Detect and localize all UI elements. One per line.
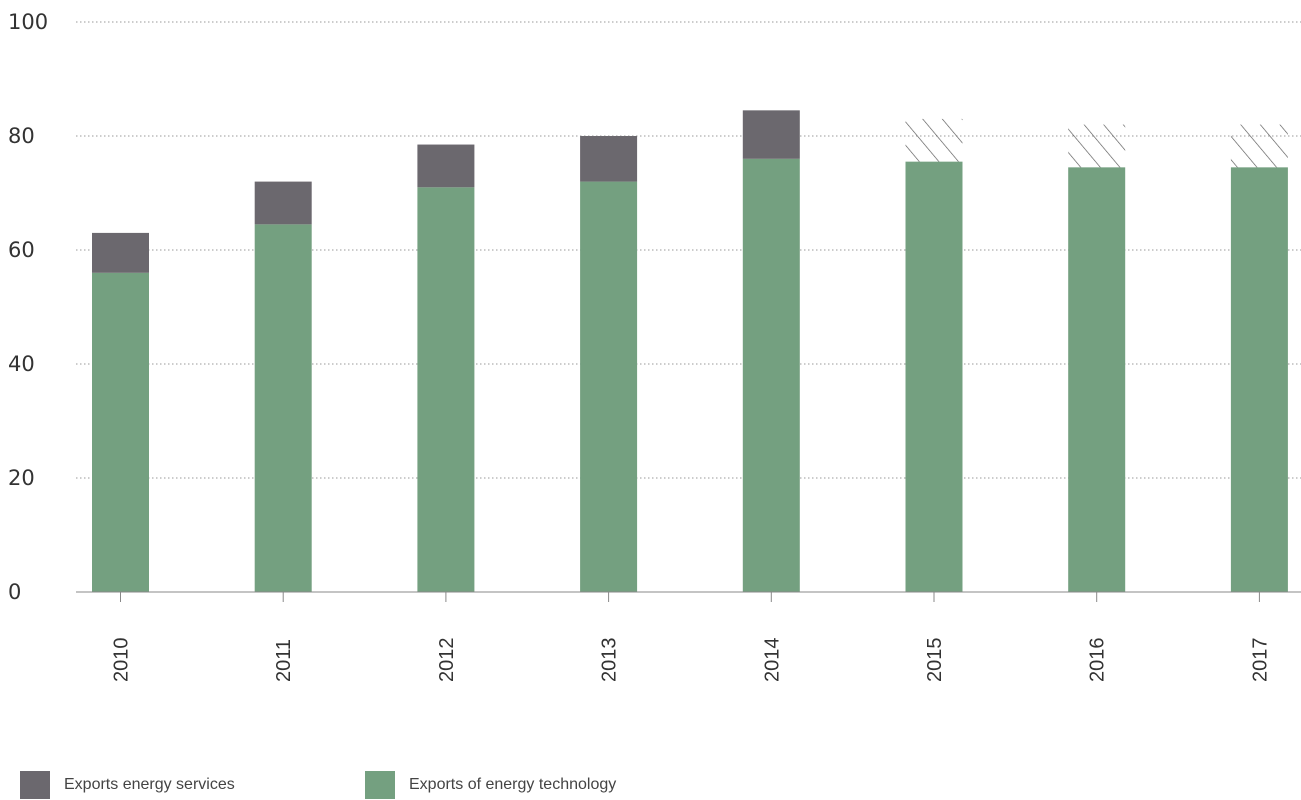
y-tick-label: 40 bbox=[8, 352, 35, 376]
bar-services-2014 bbox=[742, 110, 800, 159]
bar-services-2012 bbox=[417, 144, 475, 188]
legend-swatch-technology bbox=[365, 771, 395, 799]
x-tick-label-2011: 2011 bbox=[273, 639, 295, 682]
y-axis: 0 20 40 60 80 100 bbox=[8, 10, 48, 604]
bars bbox=[92, 110, 1288, 593]
bar-services-estimate-2016 bbox=[1068, 124, 1126, 168]
bar-technology-2013 bbox=[580, 181, 638, 592]
y-tick-label: 60 bbox=[8, 238, 35, 262]
bar-technology-2011 bbox=[254, 224, 312, 592]
x-tick-label-2010: 2010 bbox=[111, 638, 133, 683]
x-tick-label-2014: 2014 bbox=[761, 638, 783, 683]
bar-services-estimate-2017 bbox=[1230, 124, 1288, 168]
bar-technology-2014 bbox=[742, 158, 800, 593]
x-tick-label-2016: 2016 bbox=[1087, 638, 1109, 683]
legend-label-technology: Exports of energy technology bbox=[409, 776, 617, 793]
bar-technology-2015 bbox=[905, 161, 963, 592]
legend-item-technology: Exports of energy technology bbox=[365, 771, 617, 799]
bar-technology-2012 bbox=[417, 187, 475, 593]
y-tick-label: 0 bbox=[8, 580, 21, 604]
bar-services-estimate-2015 bbox=[905, 118, 963, 162]
x-tick-label-2012: 2012 bbox=[436, 638, 458, 683]
bar-services-2013 bbox=[580, 136, 638, 182]
bar-services-2011 bbox=[254, 181, 312, 225]
y-tick-label: 80 bbox=[8, 124, 35, 148]
bar-services-2010 bbox=[92, 232, 149, 273]
bar-technology-2017 bbox=[1230, 167, 1288, 592]
legend-swatch-services bbox=[20, 771, 50, 799]
bar-technology-2010 bbox=[92, 272, 149, 592]
bar-technology-2016 bbox=[1068, 167, 1126, 592]
x-axis: 2010 2011 2012 2013 2014 2015 2016 2017 bbox=[76, 591, 1301, 683]
legend-label-services: Exports energy services bbox=[64, 776, 235, 793]
x-tick-label-2015: 2015 bbox=[924, 638, 946, 683]
legend-item-services: Exports energy services bbox=[20, 771, 235, 799]
x-tick-label-2017: 2017 bbox=[1249, 638, 1271, 683]
y-tick-label: 20 bbox=[8, 466, 35, 490]
y-tick-label: 100 bbox=[8, 10, 48, 34]
x-tick-label-2013: 2013 bbox=[599, 638, 621, 683]
